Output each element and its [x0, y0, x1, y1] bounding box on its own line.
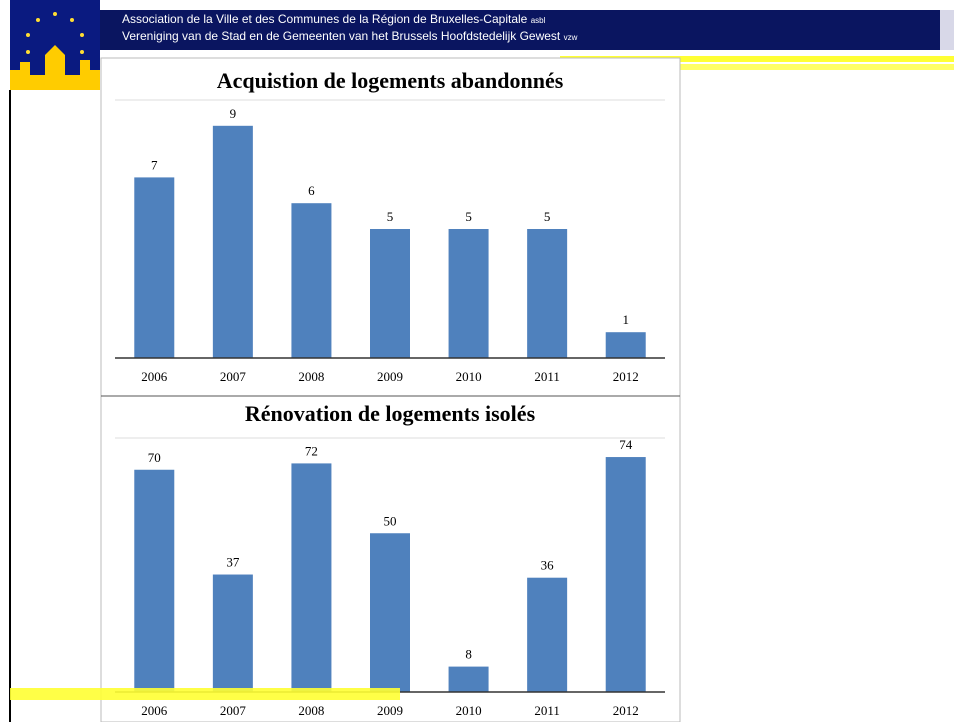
bar	[291, 203, 332, 358]
x-tick-label: 2007	[220, 369, 247, 384]
bar	[605, 457, 646, 692]
bar	[134, 469, 175, 692]
header-end	[940, 10, 954, 50]
x-tick-label: 2011	[534, 369, 560, 384]
value-label: 8	[465, 647, 472, 662]
header-text: Vereniging van de Stad en de Gemeenten v…	[122, 29, 561, 43]
value-label: 9	[230, 106, 237, 121]
header-band	[10, 10, 940, 50]
value-label: 6	[308, 183, 315, 198]
x-tick-label: 2007	[220, 703, 247, 718]
value-label: 1	[622, 312, 629, 327]
logo-skyline	[10, 45, 100, 90]
value-label: 5	[465, 209, 472, 224]
header-stripe	[560, 56, 954, 62]
x-tick-label: 2012	[613, 369, 639, 384]
logo-stars	[26, 12, 84, 54]
bar	[370, 229, 410, 358]
value-label: 70	[148, 450, 161, 465]
chart-title: Acquistion de logements abandonnés	[217, 68, 564, 93]
bar	[605, 332, 646, 358]
x-tick-label: 2009	[377, 369, 403, 384]
bar	[212, 574, 253, 692]
footer-stripe	[10, 688, 400, 700]
header-suffix: vzw	[564, 33, 578, 42]
bar	[448, 229, 489, 358]
bar	[370, 533, 410, 692]
value-label: 50	[384, 513, 397, 528]
x-tick-label: 2008	[298, 703, 324, 718]
header-suffix: asbl	[531, 16, 546, 25]
value-label: 5	[544, 209, 551, 224]
x-tick-label: 2006	[141, 369, 168, 384]
bar	[527, 229, 568, 358]
value-label: 72	[305, 443, 318, 458]
x-tick-label: 2008	[298, 369, 324, 384]
bar	[291, 463, 332, 692]
value-label: 5	[387, 209, 394, 224]
x-tick-label: 2010	[456, 703, 482, 718]
bar	[527, 577, 568, 692]
x-tick-label: 2010	[456, 369, 482, 384]
x-tick-label: 2012	[613, 703, 639, 718]
bar	[134, 177, 175, 358]
header-text: Association de la Ville et des Communes …	[122, 12, 528, 26]
value-label: 36	[541, 558, 555, 573]
value-label: 74	[619, 437, 633, 452]
x-tick-label: 2006	[141, 703, 168, 718]
bar	[448, 666, 489, 692]
header-line: Association de la Ville et des Communes …	[122, 12, 546, 26]
x-tick-label: 2011	[534, 703, 560, 718]
x-tick-label: 2009	[377, 703, 403, 718]
value-label: 7	[151, 157, 158, 172]
bar	[212, 125, 253, 358]
header-line: Vereniging van de Stad en de Gemeenten v…	[122, 29, 578, 43]
value-label: 37	[226, 555, 240, 570]
header-stripe	[680, 64, 954, 70]
chart-title: Rénovation de logements isolés	[245, 401, 536, 426]
